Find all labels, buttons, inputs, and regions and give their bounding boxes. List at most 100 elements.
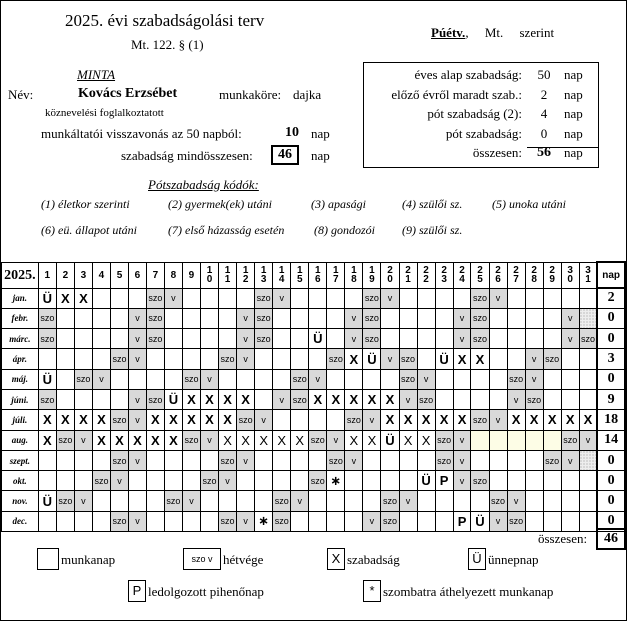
work-day[interactable]: [272, 328, 292, 350]
weekend-day[interactable]: szo: [416, 388, 436, 411]
work-day[interactable]: [578, 348, 598, 370]
weekend-day[interactable]: szo: [470, 287, 490, 309]
leave-day[interactable]: X: [199, 388, 220, 411]
leave-day[interactable]: X: [218, 429, 238, 451]
work-day[interactable]: [163, 470, 183, 492]
leave-day[interactable]: X: [380, 388, 400, 411]
holiday[interactable]: Ü: [434, 348, 454, 370]
weekend-day[interactable]: v: [452, 307, 472, 330]
weekend-day[interactable]: v: [91, 368, 111, 390]
weekend-day[interactable]: szo: [434, 429, 454, 451]
leave-day[interactable]: X: [254, 429, 274, 451]
leave-day[interactable]: X: [290, 429, 310, 451]
work-day[interactable]: [73, 328, 93, 350]
work-day[interactable]: [434, 490, 454, 512]
saturday-workday[interactable]: ∗: [254, 510, 274, 533]
weekend-day[interactable]: v: [506, 490, 526, 512]
work-day[interactable]: [91, 328, 111, 350]
work-day[interactable]: [37, 449, 57, 472]
work-day[interactable]: [55, 368, 75, 390]
work-day[interactable]: [578, 287, 598, 309]
holiday[interactable]: Ü: [380, 429, 400, 451]
work-day[interactable]: [290, 510, 310, 533]
work-day[interactable]: [416, 328, 436, 350]
work-day[interactable]: [272, 470, 292, 492]
work-day[interactable]: [326, 409, 346, 431]
work-day[interactable]: [199, 287, 220, 309]
work-day[interactable]: [362, 470, 382, 492]
work-day[interactable]: [488, 368, 508, 390]
leave-day[interactable]: X: [344, 348, 364, 370]
work-day[interactable]: [506, 449, 526, 472]
work-day[interactable]: [524, 470, 544, 492]
work-day[interactable]: [488, 449, 508, 472]
work-day[interactable]: [199, 348, 220, 370]
weekend-day[interactable]: szo: [578, 328, 598, 350]
work-day[interactable]: [398, 328, 418, 350]
weekend-day[interactable]: szo: [308, 470, 328, 492]
weekend-day[interactable]: v: [524, 348, 544, 370]
work-day[interactable]: [542, 429, 562, 451]
worked-restday[interactable]: P: [452, 510, 472, 533]
weekend-day[interactable]: szo: [470, 307, 490, 330]
work-day[interactable]: [290, 307, 310, 330]
weekend-day[interactable]: szo: [254, 307, 274, 330]
weekend-day[interactable]: szo: [398, 368, 418, 390]
weekend-day[interactable]: v: [452, 449, 472, 472]
leave-day[interactable]: X: [272, 429, 292, 451]
work-day[interactable]: [542, 307, 562, 330]
leave-day[interactable]: X: [163, 409, 183, 431]
weekend-day[interactable]: szo: [506, 368, 526, 390]
leave-day[interactable]: X: [91, 409, 111, 431]
weekend-day[interactable]: szo: [145, 307, 165, 330]
leave-day[interactable]: X: [73, 409, 93, 431]
weekend-day[interactable]: szo: [109, 409, 130, 431]
work-day[interactable]: [488, 348, 508, 370]
leave-day[interactable]: X: [55, 287, 75, 309]
work-day[interactable]: [488, 307, 508, 330]
work-day[interactable]: [91, 307, 111, 330]
leave-day[interactable]: X: [181, 409, 201, 431]
work-day[interactable]: [524, 328, 544, 350]
weekend-day[interactable]: szo: [326, 449, 346, 472]
work-day[interactable]: [236, 368, 256, 390]
work-day[interactable]: [55, 388, 75, 411]
weekend-day[interactable]: szo: [272, 510, 292, 533]
work-day[interactable]: [181, 470, 201, 492]
work-day[interactable]: [542, 490, 562, 512]
work-day[interactable]: [73, 307, 93, 330]
leave-day[interactable]: X: [145, 429, 165, 451]
weekend-day[interactable]: szo: [506, 510, 526, 533]
weekend-day[interactable]: szo: [488, 490, 508, 512]
weekend-day[interactable]: v: [506, 388, 526, 411]
work-day[interactable]: [272, 449, 292, 472]
holiday[interactable]: Ü: [308, 328, 328, 350]
holiday[interactable]: Ü: [37, 368, 57, 390]
work-day[interactable]: [290, 348, 310, 370]
work-day[interactable]: [326, 368, 346, 390]
weekend-day[interactable]: v: [218, 470, 238, 492]
work-day[interactable]: [416, 510, 436, 533]
work-day[interactable]: [236, 490, 256, 512]
work-day[interactable]: [578, 368, 598, 390]
work-day[interactable]: [181, 510, 201, 533]
work-day[interactable]: [452, 490, 472, 512]
weekend-day[interactable]: szo: [380, 490, 400, 512]
work-day[interactable]: [578, 388, 598, 411]
weekend-day[interactable]: szo: [362, 307, 382, 330]
work-day[interactable]: [362, 368, 382, 390]
work-day[interactable]: [542, 328, 562, 350]
leave-day[interactable]: X: [398, 409, 418, 431]
work-day[interactable]: [218, 368, 238, 390]
weekend-day[interactable]: szo: [272, 490, 292, 512]
weekend-day[interactable]: szo: [380, 510, 400, 533]
work-day[interactable]: [578, 470, 598, 492]
work-day[interactable]: [542, 388, 562, 411]
work-day[interactable]: [128, 287, 147, 309]
work-day[interactable]: [308, 287, 328, 309]
weekend-day[interactable]: v: [199, 429, 220, 451]
work-day[interactable]: [470, 490, 490, 512]
work-day[interactable]: [308, 490, 328, 512]
leave-day[interactable]: X: [398, 429, 418, 451]
leave-day[interactable]: X: [344, 429, 364, 451]
